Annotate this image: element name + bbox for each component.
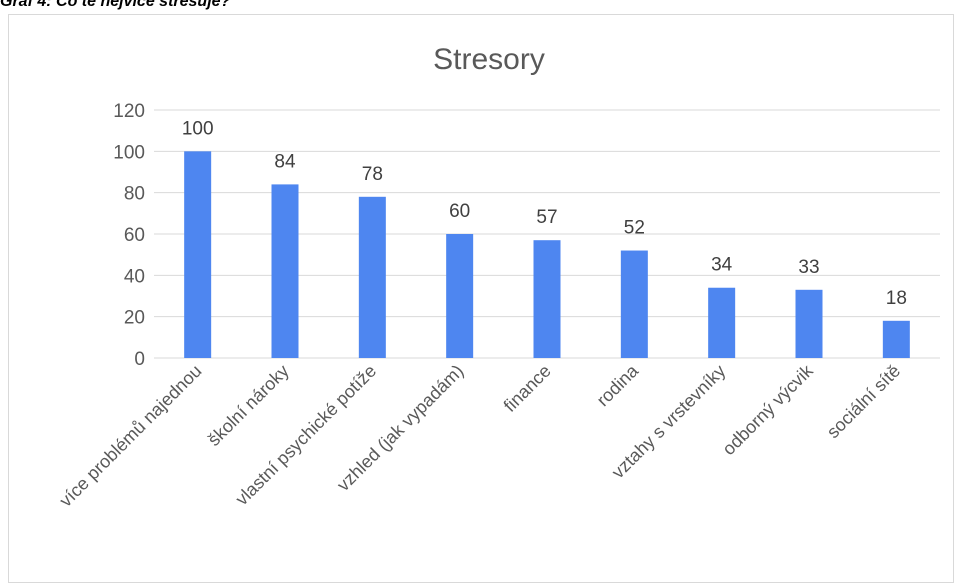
y-tick-label: 0	[134, 349, 145, 370]
data-label: 34	[711, 255, 733, 276]
y-tick-label: 80	[124, 184, 145, 205]
data-label: 57	[536, 207, 557, 228]
x-category-label: vlastní psychické potíže	[232, 361, 381, 510]
chart-title: Stresory	[433, 43, 545, 76]
page-caption: Graf 4: Co tě nejvíce stresuje?	[0, 0, 231, 10]
y-tick-label: 20	[124, 308, 145, 329]
data-label: 84	[274, 151, 296, 172]
data-label: 60	[449, 201, 470, 222]
y-tick-label: 60	[124, 225, 145, 246]
bar	[882, 320, 910, 358]
bar	[446, 234, 474, 358]
x-category-label: finance	[500, 361, 555, 416]
x-category-label: odborný výcvik	[718, 360, 817, 459]
data-label: 78	[362, 164, 383, 185]
y-tick-label: 100	[113, 142, 145, 163]
bar	[620, 250, 648, 358]
data-label: 100	[182, 118, 214, 139]
y-tick-label: 120	[113, 101, 145, 122]
bar	[795, 289, 823, 358]
data-label: 18	[886, 288, 907, 309]
y-tick-label: 40	[124, 266, 145, 287]
data-label: 33	[798, 257, 819, 278]
data-label: 52	[624, 218, 645, 239]
bar	[184, 151, 212, 358]
bar	[271, 184, 299, 358]
x-category-label: sociální sítě	[823, 361, 904, 442]
x-category-label: školní nároky	[204, 361, 293, 450]
x-category-label: rodina	[593, 360, 643, 410]
bar	[708, 287, 736, 358]
x-category-label: více problémů najednou	[55, 361, 205, 511]
bar	[358, 196, 386, 358]
bar	[533, 240, 561, 358]
